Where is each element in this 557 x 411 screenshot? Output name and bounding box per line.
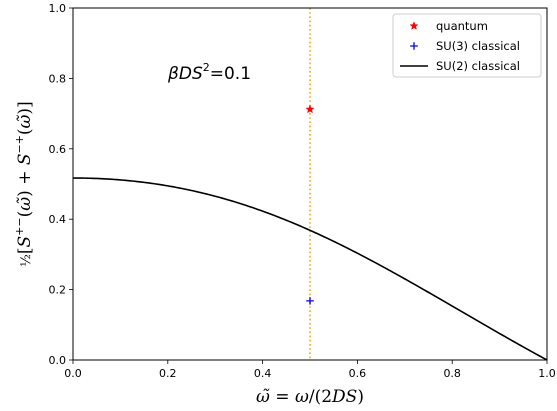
su2-classical-line xyxy=(73,177,548,361)
y-tick-label: 0.8 xyxy=(49,72,67,85)
x-tick-label: 0.8 xyxy=(443,367,461,380)
y-tick-label: 0.6 xyxy=(49,143,67,156)
y-axis-label: ½[S+−(ω̃) + S−+(ω̃)] xyxy=(13,101,35,266)
x-tick-label: 0.0 xyxy=(64,367,82,380)
x-axis-label: ω̃ = ω/(2DS) xyxy=(256,387,364,407)
x-tick-label: 0.4 xyxy=(254,367,272,380)
legend: quantum SU(3) classical SU(2) classical xyxy=(392,13,542,78)
y-tick-label: 0.2 xyxy=(49,284,67,297)
beta-annotation: βDS2=0.1 xyxy=(167,61,251,84)
quantum-point xyxy=(305,104,315,114)
svg-text:½[S+−(ω̃) + S−+(ω̃)]: ½[S+−(ω̃) + S−+(ω̃)] xyxy=(13,101,35,266)
y-tick-label: 1.0 xyxy=(49,2,67,15)
y-tick-label: 0.4 xyxy=(49,213,67,226)
legend-swatch-su-3-classical xyxy=(410,42,418,50)
su3-classical-point xyxy=(306,297,314,305)
y-tick-label: 0.0 xyxy=(49,354,67,367)
legend-label-su-2-classical: SU(2) classical xyxy=(436,59,520,73)
legend-label-quantum: quantum xyxy=(436,19,488,33)
legend-label-su-3-classical: SU(3) classical xyxy=(436,39,520,53)
x-tick-label: 0.6 xyxy=(349,367,367,380)
legend-swatch-quantum xyxy=(409,21,419,30)
plot-frame xyxy=(72,7,548,361)
legend-box xyxy=(392,13,542,78)
x-tick-label: 0.2 xyxy=(159,367,177,380)
x-tick-label: 1.0 xyxy=(538,367,556,380)
